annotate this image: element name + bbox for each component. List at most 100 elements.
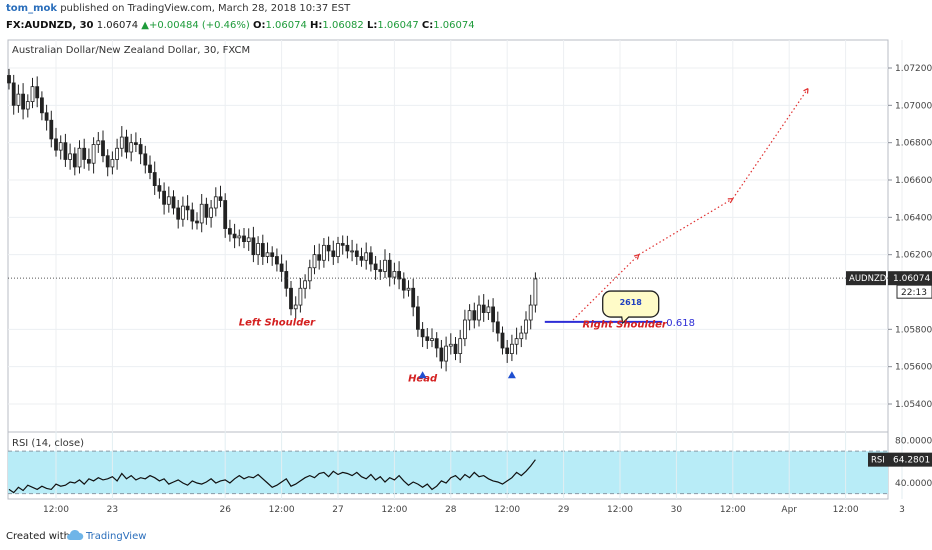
candle-body xyxy=(162,190,167,205)
candle-body xyxy=(368,252,373,265)
candle-body xyxy=(63,142,68,160)
time-tick-label: 29 xyxy=(558,505,570,515)
candle-body xyxy=(453,343,458,354)
candle-body xyxy=(448,343,453,347)
projection-arrowhead xyxy=(727,198,734,204)
candle-body xyxy=(16,93,21,106)
candle-body xyxy=(533,278,538,306)
time-tick-label: 12:00 xyxy=(269,505,295,515)
candle-body xyxy=(30,86,35,102)
author-link[interactable]: tom_mok xyxy=(6,3,58,14)
published-text: published on TradingView.com, March 28, … xyxy=(60,3,351,14)
projection-segment xyxy=(572,254,640,321)
candle-body xyxy=(486,306,491,313)
callout-bubble xyxy=(602,290,660,325)
candle-body xyxy=(411,287,416,308)
symbol-tag-label: AUDNZD xyxy=(849,274,887,284)
price-tick-label: 1.06200 xyxy=(895,251,932,261)
candle-body xyxy=(199,203,204,224)
candle-body xyxy=(383,259,387,272)
low-marker xyxy=(507,371,516,379)
candle-body xyxy=(110,159,115,168)
candle-body xyxy=(40,97,44,114)
candle-body xyxy=(157,185,162,192)
price-change: +0.00484 (+0.46%) xyxy=(148,20,250,31)
countdown-tag xyxy=(896,284,932,299)
candle-body xyxy=(213,196,218,209)
candle-body xyxy=(293,304,298,310)
candle-body xyxy=(430,338,434,341)
candle-body xyxy=(105,155,110,168)
candle-body xyxy=(138,144,143,155)
candle-body xyxy=(195,220,199,224)
candle-body xyxy=(289,287,293,310)
candle-body xyxy=(420,328,425,338)
chart-canvas[interactable]: 1.07200 1.07000 1.06800 1.06600 1.06400 1.062… xyxy=(0,0,932,519)
candle-body xyxy=(477,304,481,321)
candle-body xyxy=(317,254,322,261)
candle-body xyxy=(72,153,77,168)
candle-body xyxy=(21,93,26,110)
candle-body xyxy=(204,203,209,218)
candle-body xyxy=(298,287,303,306)
candle-body xyxy=(514,338,519,345)
candle-body xyxy=(284,271,289,289)
candle-body xyxy=(415,306,420,330)
candle-body xyxy=(152,172,157,187)
candle-body xyxy=(143,153,148,166)
candle-body xyxy=(303,280,308,289)
candle-body xyxy=(49,119,54,140)
candle-body xyxy=(251,237,256,256)
candle-body xyxy=(397,271,402,280)
candle-body xyxy=(354,250,359,257)
candle-body xyxy=(350,250,355,253)
candle-body xyxy=(171,196,176,209)
pattern-label: Head xyxy=(408,374,438,385)
time-tick-label: 12:00 xyxy=(43,505,69,515)
candle-body xyxy=(91,144,96,164)
price-tag-value: 1.06074 xyxy=(893,274,930,284)
time-tick-label: 26 xyxy=(219,505,231,515)
price-pane xyxy=(7,39,889,433)
candle-body xyxy=(439,347,444,362)
candle-body xyxy=(185,205,190,211)
candle-body xyxy=(270,252,275,257)
rsi-tick-label: 80.0000 xyxy=(895,437,932,447)
symbol-tag xyxy=(846,271,886,286)
candle-body xyxy=(524,319,528,334)
candle-body xyxy=(434,338,439,349)
candle-body xyxy=(509,343,514,354)
candle-body xyxy=(378,269,383,272)
created-with-text: Created with xyxy=(6,531,70,542)
candle-body xyxy=(458,338,463,354)
rsi-value: 64.2801 xyxy=(893,456,930,466)
candle-body xyxy=(148,164,152,173)
candle-body xyxy=(133,142,138,145)
candle-body xyxy=(373,263,378,270)
candle-body xyxy=(265,252,270,257)
price-tick-label: 1.07000 xyxy=(895,101,932,111)
candle-body xyxy=(495,321,500,334)
rsi-name-label: RSI xyxy=(871,456,885,466)
price-tick-label: 1.05800 xyxy=(895,325,932,335)
time-tick-label: 12:00 xyxy=(381,505,407,515)
candle-body xyxy=(392,271,397,278)
candle-body xyxy=(11,82,16,106)
time-tick-label: 12:00 xyxy=(494,505,520,515)
candle-body xyxy=(481,304,486,313)
open-value: 1.06074 xyxy=(265,20,307,31)
candle-body xyxy=(223,200,228,229)
candle-body xyxy=(129,142,134,153)
rsi-line xyxy=(8,459,536,494)
candle-body xyxy=(528,304,533,321)
price-tick-label: 1.05400 xyxy=(895,400,932,410)
tradingview-cloud-icon xyxy=(66,529,84,544)
candle-body xyxy=(35,86,40,99)
price-tick-label: 1.06600 xyxy=(895,176,932,186)
candle-body xyxy=(237,235,242,239)
candle-body xyxy=(209,207,214,218)
candle-body xyxy=(274,256,279,265)
price-tag xyxy=(888,271,932,286)
ohlc-legend: FX:AUDNZD, 30 1.06074 ▲+0.00484 (+0.46%)… xyxy=(6,20,475,31)
tradingview-brand[interactable]: TradingView xyxy=(86,531,147,542)
